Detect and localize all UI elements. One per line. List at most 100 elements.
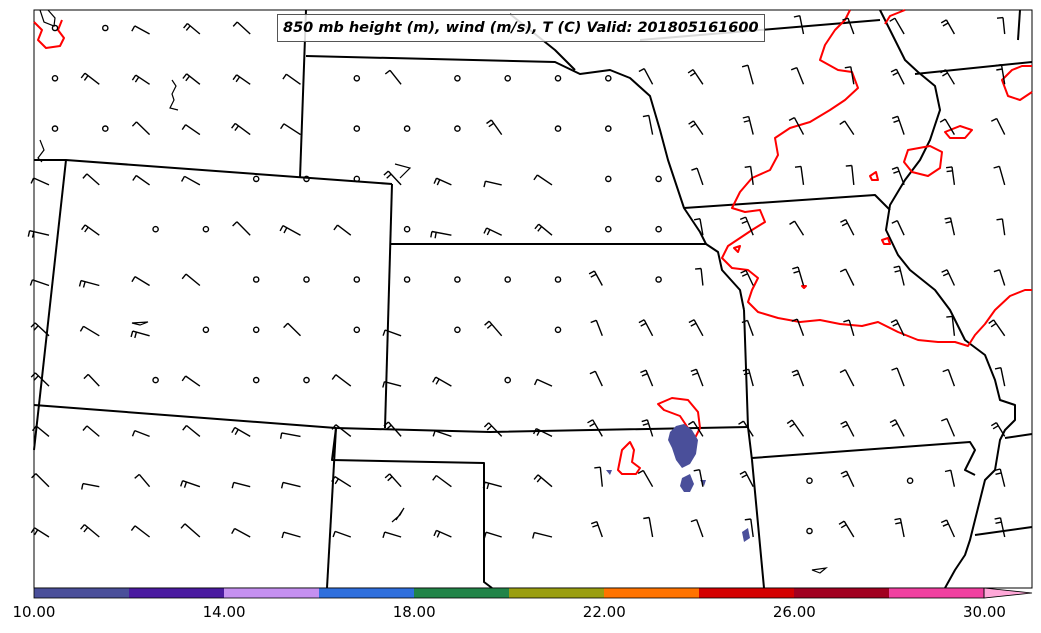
wind-barb (30, 372, 50, 387)
colorbar-outline (33, 587, 985, 599)
calm-wind-station (554, 125, 562, 132)
wind-barb (842, 17, 855, 35)
wind-barb (182, 424, 201, 437)
shaded-field (606, 424, 750, 542)
wind-barb (944, 217, 956, 236)
wind-barb (744, 518, 754, 538)
wind-barb (331, 476, 352, 488)
border-ne-ks (390, 243, 745, 311)
wind-barb (533, 174, 553, 186)
wind-barb (889, 419, 905, 437)
colorbar-bin (889, 588, 984, 598)
wind-barb (994, 367, 1006, 387)
shaded-area (606, 470, 612, 475)
wind-barb (739, 216, 754, 236)
lake-feature (131, 321, 149, 326)
wind-barb (840, 420, 855, 437)
wind-barb (741, 319, 754, 337)
wind-barb (695, 267, 704, 286)
wind-barb (486, 119, 503, 136)
colorbar-bin (34, 588, 129, 598)
wind-barb (130, 330, 150, 339)
temperature-contours (33, 9, 1033, 475)
wind-barb (688, 120, 704, 135)
wind-barb (282, 73, 301, 85)
wind-barb (994, 517, 1006, 538)
map-title: 850 mb height (m), wind (m/s), T (C) Val… (277, 14, 765, 42)
wind-barb (130, 525, 151, 538)
colorbar-bin (794, 588, 889, 598)
wind-barb (482, 481, 502, 490)
calm-wind-station (353, 175, 361, 183)
calm-wind-station (605, 75, 612, 82)
wind-barb (643, 516, 654, 538)
map-frame (33, 9, 1033, 589)
border-mo-ar (751, 441, 976, 476)
wind-barb (382, 531, 402, 539)
lake-feature (394, 163, 412, 179)
wind-barb (594, 466, 603, 487)
calm-wind-station (554, 75, 562, 82)
calm-wind-station (554, 276, 562, 283)
wind-barb (383, 421, 402, 437)
wind-barb (990, 117, 1006, 135)
calm-wind-station (605, 175, 612, 183)
wind-barb (791, 369, 805, 387)
shaded-area (668, 424, 698, 468)
wind-barb (789, 220, 805, 236)
wind-barb (31, 473, 50, 488)
wind-barb (231, 122, 251, 136)
wind-barb (532, 427, 553, 438)
border-co-south (33, 404, 749, 433)
temperature-contour (869, 171, 879, 181)
colorbar-tick-label: 14.00 (202, 603, 246, 621)
wind-barb (132, 174, 151, 186)
calm-wind-station (454, 125, 461, 132)
wind-barb (638, 67, 654, 85)
calm-wind-station (303, 175, 310, 183)
wind-barb (432, 376, 452, 387)
wind-barb (384, 69, 402, 85)
wind-barb (690, 368, 704, 387)
wind-barb (741, 64, 754, 85)
wind-barb (993, 269, 1006, 286)
colorbar-tick-label: 10.00 (12, 603, 56, 621)
wind-barb (232, 21, 251, 35)
wind-barb (131, 121, 151, 136)
wind-barb (483, 227, 503, 236)
colorbar-bin (129, 588, 224, 598)
wind-barb (81, 224, 100, 236)
temperature-contour (721, 9, 1032, 347)
wind-barb (588, 270, 603, 286)
wind-barb (988, 319, 1006, 337)
wind-barb (891, 115, 905, 135)
colorbar-bin (414, 588, 509, 598)
colorbar-tick-label: 22.00 (582, 603, 626, 621)
calm-wind-station (504, 376, 512, 384)
calm-wind-station (403, 225, 411, 233)
wind-barb (890, 319, 905, 337)
wind-barb (533, 378, 553, 387)
wind-barb (996, 16, 1006, 35)
calm-wind-station (605, 125, 612, 132)
wind-barb (946, 166, 956, 185)
wind-barb (27, 230, 50, 238)
wind-barb (838, 520, 855, 538)
wind-barb (940, 519, 956, 538)
wind-barb (432, 430, 452, 438)
wind-barb (80, 524, 100, 538)
wind-barb (687, 69, 704, 85)
lake-feature (811, 567, 829, 574)
wind-barb (430, 230, 452, 239)
wind-barb (331, 374, 352, 387)
wind-barb (742, 368, 754, 387)
colorbar-bin (224, 588, 319, 598)
wind-barb (794, 165, 805, 185)
calm-wind-station (252, 276, 260, 283)
wind-barb (889, 17, 905, 35)
calm-wind-station (403, 125, 411, 132)
colorbar-bin (319, 588, 414, 598)
wind-barb (484, 320, 503, 337)
wind-barb (231, 426, 251, 438)
calm-wind-station (403, 276, 411, 283)
